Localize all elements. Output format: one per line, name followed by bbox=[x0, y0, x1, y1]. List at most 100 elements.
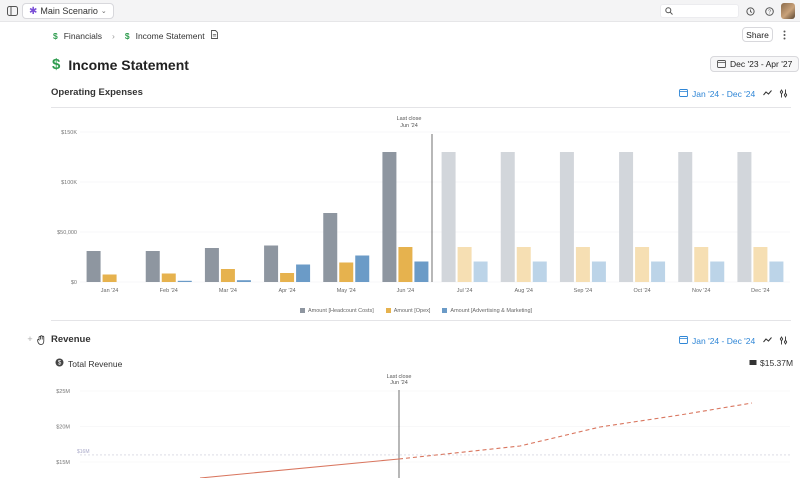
opex-period-selector[interactable]: Jan '24 - Dec '24 bbox=[679, 88, 755, 99]
last-close-label: Last close bbox=[387, 374, 412, 380]
bar bbox=[651, 261, 666, 282]
share-button[interactable]: Share bbox=[742, 27, 773, 42]
page-title-text: Income Statement bbox=[68, 56, 189, 73]
opex-period-label: Jan '24 - Dec '24 bbox=[692, 88, 756, 99]
bar bbox=[769, 261, 784, 282]
document-icon[interactable] bbox=[210, 30, 218, 41]
svg-text:?: ? bbox=[767, 9, 770, 15]
legend-swatch bbox=[300, 308, 305, 314]
opex-title: Operating Expenses bbox=[51, 87, 143, 98]
dollar-circle-icon: $ bbox=[55, 358, 64, 369]
reference-line-label: $16M bbox=[77, 449, 90, 455]
x-tick-label: Jun '24 bbox=[397, 288, 415, 294]
bar bbox=[145, 251, 160, 282]
search-input[interactable] bbox=[660, 4, 739, 18]
chart-type-icon[interactable] bbox=[762, 88, 772, 98]
section-divider bbox=[51, 320, 791, 321]
section-divider bbox=[51, 107, 791, 108]
bar bbox=[591, 261, 606, 282]
scenario-label: Main Scenario bbox=[40, 6, 98, 16]
bar bbox=[516, 247, 531, 282]
bar bbox=[102, 274, 117, 282]
y-tick-label: $0 bbox=[71, 280, 77, 286]
bar bbox=[161, 273, 176, 282]
bar bbox=[220, 269, 235, 282]
help-icon[interactable]: ? bbox=[764, 6, 774, 16]
x-tick-label: Dec '24 bbox=[751, 288, 769, 294]
dollar-icon: $ bbox=[53, 30, 58, 41]
bar bbox=[236, 280, 251, 282]
total-revenue-amount: $15.37M bbox=[760, 358, 794, 368]
chevron-right-icon: › bbox=[112, 30, 115, 41]
page-title: $ Income Statement bbox=[52, 56, 189, 73]
x-tick-label: Nov '24 bbox=[692, 288, 710, 294]
x-tick-label: Mar '24 bbox=[219, 288, 237, 294]
calendar-icon bbox=[679, 88, 688, 99]
bar bbox=[441, 152, 456, 282]
x-tick-label: Oct '24 bbox=[633, 288, 650, 294]
avatar[interactable] bbox=[781, 3, 795, 19]
bar bbox=[473, 261, 488, 282]
bar bbox=[398, 247, 413, 282]
bar bbox=[737, 152, 752, 282]
bar bbox=[323, 213, 338, 282]
legend-swatch bbox=[442, 308, 448, 314]
legend-label: Amount [Opex] bbox=[393, 308, 431, 314]
dollar-icon: $ bbox=[124, 30, 130, 41]
revenue-period-selector[interactable]: Jan '24 - Dec '24 bbox=[679, 335, 755, 346]
top-bar: ✱ Main Scenario ⌄ ? bbox=[0, 0, 800, 22]
bar bbox=[382, 152, 397, 282]
legend-item[interactable]: Amount [Headcount Costs] bbox=[300, 308, 374, 314]
y-tick-label: $50,000 bbox=[57, 230, 77, 236]
y-tick-label: $25M bbox=[56, 389, 70, 395]
history-icon[interactable] bbox=[745, 6, 755, 16]
last-close-period: Jun '24 bbox=[390, 380, 408, 386]
dollar-icon: $ bbox=[52, 56, 61, 73]
legend-item[interactable]: Amount [Opex] bbox=[385, 308, 431, 314]
date-range-button[interactable]: Dec '23 - Apr '27 bbox=[710, 56, 800, 72]
legend-label: Amount [Advertising & Marketing] bbox=[450, 308, 533, 314]
revenue-forecast-line bbox=[398, 402, 753, 460]
chart-type-icon[interactable] bbox=[762, 335, 772, 345]
last-close-period: Jun '24 bbox=[400, 123, 418, 129]
bar bbox=[457, 247, 472, 282]
settings-sliders-icon[interactable] bbox=[778, 88, 788, 98]
settings-sliders-icon[interactable] bbox=[778, 335, 788, 345]
bar bbox=[414, 261, 429, 282]
x-tick-label: Jan '24 bbox=[101, 288, 119, 294]
revenue-actual-line bbox=[199, 458, 400, 478]
add-icon[interactable]: + bbox=[27, 334, 33, 344]
bar bbox=[86, 251, 101, 282]
legend-item[interactable]: Amount [Advertising & Marketing] bbox=[442, 308, 532, 314]
bar bbox=[635, 247, 650, 282]
bar bbox=[678, 152, 693, 282]
drag-hand-icon[interactable] bbox=[36, 334, 46, 345]
scenario-selector[interactable]: ✱ Main Scenario ⌄ bbox=[22, 3, 114, 19]
bar bbox=[355, 255, 370, 282]
bar bbox=[710, 261, 725, 282]
legend-label: Amount [Headcount Costs] bbox=[308, 308, 374, 314]
more-options-icon[interactable] bbox=[779, 29, 789, 41]
y-tick-label: $100K bbox=[61, 180, 77, 186]
bar bbox=[339, 262, 354, 282]
bar bbox=[575, 247, 590, 282]
revenue-title: Revenue bbox=[51, 334, 91, 345]
last-close-label: Last close bbox=[397, 116, 422, 122]
y-tick-label: $15M bbox=[56, 460, 70, 466]
bar bbox=[500, 152, 515, 282]
bar bbox=[264, 245, 279, 282]
legend-swatch bbox=[385, 308, 391, 314]
x-tick-label: May '24 bbox=[337, 288, 356, 294]
breadcrumb-income-statement[interactable]: Income Statement bbox=[135, 30, 205, 41]
bar bbox=[280, 273, 295, 282]
x-tick-label: Feb '24 bbox=[160, 288, 178, 294]
bar bbox=[204, 248, 219, 282]
breadcrumb: $ Financials › $ Income Statement bbox=[53, 30, 218, 41]
search-icon[interactable] bbox=[664, 6, 674, 16]
money-icon bbox=[749, 358, 757, 368]
breadcrumb-financials[interactable]: Financials bbox=[63, 30, 103, 41]
sidebar-toggle-icon[interactable] bbox=[6, 5, 18, 17]
bar bbox=[694, 247, 709, 282]
svg-text:$: $ bbox=[58, 361, 62, 367]
